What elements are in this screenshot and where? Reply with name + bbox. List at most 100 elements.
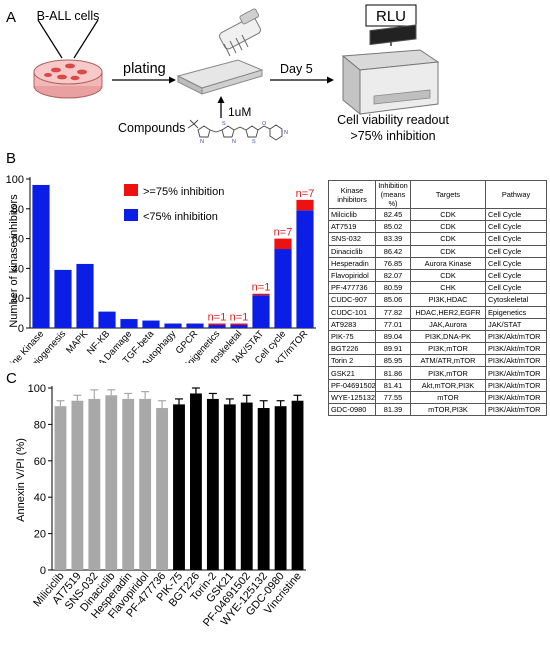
svg-text:S: S <box>252 139 256 145</box>
concentration-label: 1uM <box>228 105 251 119</box>
y-tick-label: 20 <box>34 529 46 541</box>
table-row: Milciclib 82.45 CDK Cell Cycle <box>328 207 547 222</box>
bar <box>240 402 253 570</box>
table-cell: PI3K,mTOR <box>410 342 486 356</box>
table-row: GDC-0980 81.39 mTOR,PI3K PI3K/Akt/mTOR <box>328 402 547 417</box>
table-cell: mTOR,PI3K <box>410 402 486 417</box>
bar <box>54 406 67 570</box>
y-tick-label: 100 <box>28 383 46 395</box>
svg-text:N: N <box>232 139 236 145</box>
table-cell: JAK,Aurora <box>410 317 486 331</box>
table-cell: Aurora Kinase <box>410 256 486 270</box>
table-cell: CUDC-101 <box>328 305 376 319</box>
bar-above-75 <box>230 323 248 326</box>
table-cell: PI3K/Akt/mTOR <box>485 366 547 380</box>
table-header-row: Kinase inhibitors Inhibition (means %) T… <box>328 180 547 209</box>
y-tick-label: 40 <box>34 492 46 504</box>
table-cell: Cell Cycle <box>485 268 547 283</box>
compound-arrowhead-icon <box>217 96 225 103</box>
bar <box>291 400 304 570</box>
panel-a-label: A <box>6 9 16 26</box>
y-tick-label: 0 <box>18 323 24 335</box>
bar <box>139 398 152 570</box>
rlu-box <box>365 4 417 27</box>
table-cell: 77.01 <box>375 317 411 331</box>
table-cell: AT9283 <box>328 317 376 331</box>
table-row: GSK21 81.86 PI3K,mTOR PI3K/Akt/mTOR <box>328 366 547 380</box>
panel-c-label: C <box>6 370 17 387</box>
legend-swatch-low <box>124 209 138 221</box>
bar-above-75 <box>252 293 270 296</box>
multichannel-pipette-icon <box>219 8 261 57</box>
bar <box>105 395 118 570</box>
kinase-inhibitor-bar-chart: Number of kinase inhibitors 0 20 40 60 80 100… <box>0 174 316 363</box>
table-header-cell: Pathway <box>485 180 547 209</box>
chemical-structure-icon <box>187 119 283 141</box>
panel-b-label: B <box>6 150 17 167</box>
table-header-cell: Inhibition (means %) <box>375 180 411 209</box>
chart-b-bars <box>32 184 314 328</box>
y-tick-label: 60 <box>12 234 24 246</box>
table-cell: PI3K,mTOR <box>410 366 486 380</box>
table-cell: 77.82 <box>375 305 411 319</box>
table-cell: WYE-125132 <box>328 390 376 405</box>
annexin-bar-chart: Annexin V/PI (%) 0 20 40 60 80 100 Miliciclib… <box>15 383 306 629</box>
table-cell: 85.95 <box>375 354 411 368</box>
plating-arrowhead-icon <box>169 76 176 84</box>
n-annotation: n=1 <box>252 282 271 294</box>
pipette-line-right <box>73 19 99 59</box>
table-cell: Cell Cycle <box>485 256 547 270</box>
readout-line-1: Cell viability readout <box>337 113 449 127</box>
table-cell: SNS-032 <box>328 232 376 246</box>
bar-above-75 <box>274 238 292 250</box>
kinase-inhibitor-table-wrap: Kinase inhibitors Inhibition (means %) T… <box>328 180 547 417</box>
table-cell: CDK <box>410 232 486 246</box>
pipette-line-left <box>37 19 63 59</box>
bar-below-75 <box>208 325 226 328</box>
kinase-inhibitor-table: Kinase inhibitors Inhibition (means %) T… <box>328 180 547 417</box>
table-cell: PI3K/Akt/mTOR <box>485 378 547 392</box>
table-header-cell: Targets <box>410 180 486 209</box>
table-cell: GSK21 <box>328 366 376 380</box>
table-cell: 85.06 <box>375 293 411 307</box>
table-cell: CDK <box>410 220 486 234</box>
bar-below-75 <box>296 210 314 328</box>
table-header-cell: Kinase inhibitors <box>328 180 376 209</box>
chart-c-ylabel: Annexin V/PI (%) <box>15 438 27 522</box>
table-cell: CDK <box>410 207 486 222</box>
table-cell: 89.91 <box>375 342 411 356</box>
table-cell: 82.45 <box>375 207 411 222</box>
table-cell: CDK <box>410 244 486 258</box>
bar-below-75 <box>252 295 270 328</box>
table-cell: Epigenetics <box>485 305 547 319</box>
bar <box>274 406 287 570</box>
y-tick-label: 80 <box>12 204 24 216</box>
table-row: CUDC-907 85.06 PI3K,HDAC Cytoskeletal <box>328 293 547 307</box>
table-cell: 81.86 <box>375 366 411 380</box>
table-cell: Cytoskeletal <box>485 293 547 307</box>
bar-above-75 <box>296 199 314 211</box>
bar <box>173 404 185 570</box>
table-cell: Cell Cycle <box>485 281 547 295</box>
bar-below-75 <box>32 184 50 328</box>
table-cell: CHK <box>410 281 486 295</box>
n-annotation: n=7 <box>274 227 293 239</box>
bar <box>122 398 135 570</box>
plating-label: plating <box>123 61 166 77</box>
table-cell: Akt,mTOR,PI3K <box>410 378 486 392</box>
table-cell: PI3K,HDAC <box>410 293 486 307</box>
bar-below-75 <box>98 311 116 328</box>
bar-below-75 <box>76 263 94 328</box>
bar <box>223 404 236 570</box>
table-row: CUDC-101 77.82 HDAC,HER2,EGFR Epigenetics <box>328 305 547 319</box>
cells-label: B-ALL cells <box>37 9 100 23</box>
table-cell: PI3K/Akt/mTOR <box>485 390 547 405</box>
plate-reader-icon <box>341 24 440 116</box>
panel-a-schematic: A B-ALL cells plating 1uM Compou <box>6 4 449 145</box>
table-cell: PI3K/Akt/mTOR <box>485 354 547 368</box>
table-cell: Flavopiridol <box>328 268 376 283</box>
table-cell: AT7519 <box>328 220 376 234</box>
compounds-label: Compounds <box>118 121 185 135</box>
table-cell: 81.39 <box>375 402 411 417</box>
bar-below-75 <box>142 320 160 328</box>
